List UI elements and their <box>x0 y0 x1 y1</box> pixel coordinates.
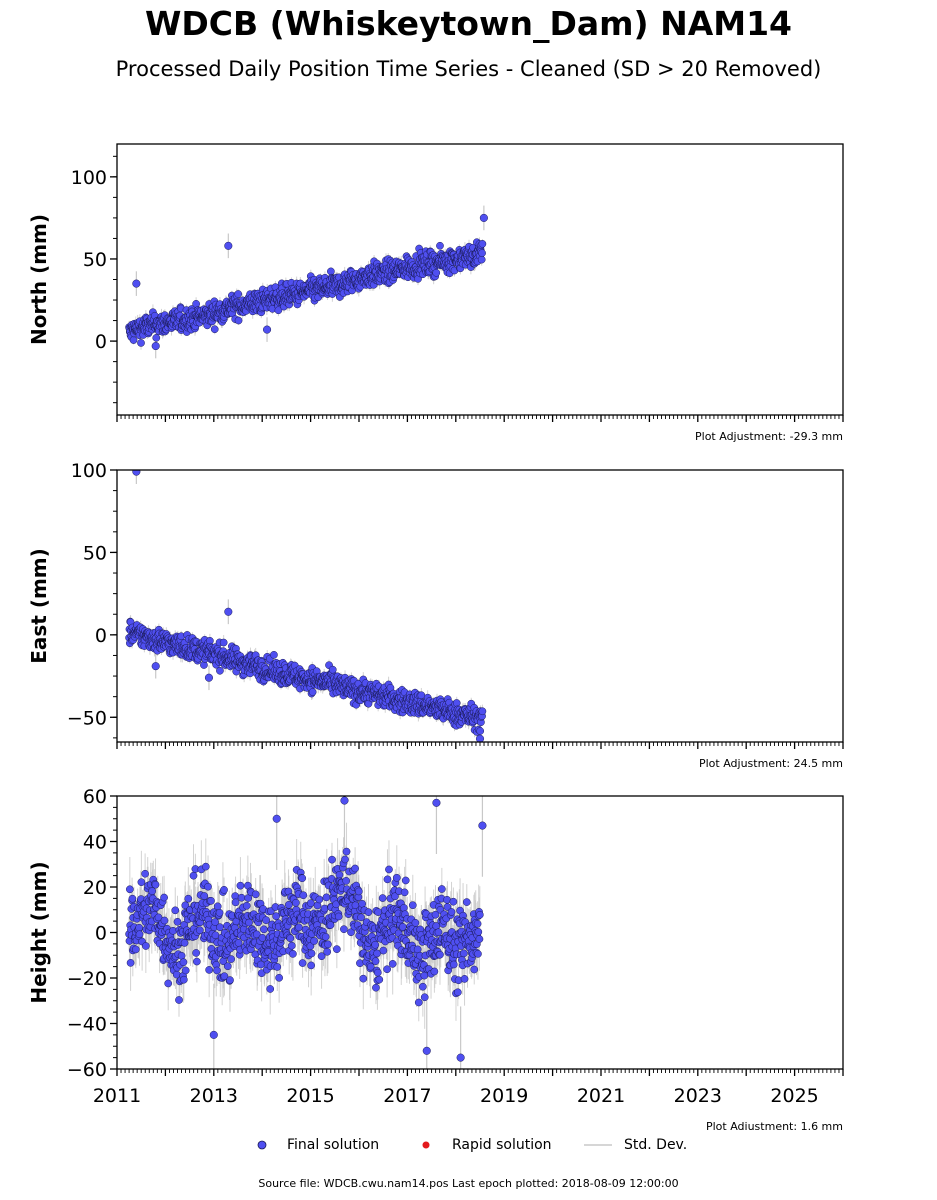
data-point <box>216 666 224 675</box>
east-panel: −50 0 50 100 East (mm) Plot Adjustment: 24.5 … <box>27 460 844 770</box>
plot-area <box>125 796 487 1069</box>
outlier-point <box>151 341 160 351</box>
y-tick-label: −50 <box>67 707 107 729</box>
outlier-point <box>132 279 141 288</box>
data-point <box>219 638 228 647</box>
data-point <box>476 727 485 735</box>
data-point <box>210 325 219 334</box>
plot-area <box>125 205 488 359</box>
data-point <box>452 699 461 707</box>
y-tick-label: 50 <box>83 542 107 564</box>
data-point <box>137 339 145 347</box>
outlier-point <box>204 673 214 682</box>
outlier-point <box>151 662 160 671</box>
plot-adjustment-label: Plot Adjustment: 24.5 mm <box>699 757 843 770</box>
outlier-point <box>132 470 141 476</box>
data-points <box>125 470 487 742</box>
axes-frame <box>116 143 844 416</box>
data-point <box>432 268 441 277</box>
data-point <box>478 240 487 248</box>
data-point <box>234 316 243 325</box>
plot-area <box>125 470 487 742</box>
data-point <box>478 249 486 257</box>
outlier-point <box>479 213 488 222</box>
data-point <box>129 336 138 344</box>
y-tick-label: 50 <box>83 249 107 271</box>
data-point <box>270 651 278 659</box>
data-point <box>234 290 243 298</box>
plot-adjustment-label: Plot Adjustment: -29.3 mm <box>695 430 843 443</box>
data-point <box>327 267 335 276</box>
axes-frame <box>116 469 844 743</box>
data-point <box>436 241 444 250</box>
outlier-point <box>224 241 233 250</box>
chart-subtitle: Processed Daily Position Time Series - C… <box>115 57 822 81</box>
data-point <box>478 707 487 716</box>
data-points <box>125 213 488 351</box>
data-point <box>328 665 337 674</box>
outlier-point <box>224 607 233 616</box>
data-point <box>477 255 486 264</box>
outlier-point <box>475 734 485 742</box>
outlier-point <box>262 325 272 334</box>
data-point <box>152 334 161 342</box>
data-point <box>308 688 317 696</box>
y-axis-label: North (mm) <box>27 214 51 345</box>
y-tick-label: 0 <box>95 331 107 353</box>
data-point <box>274 306 283 315</box>
north-panel: 0 50 100 North (mm) Plot Adjustment: -29.3 m… <box>27 143 844 443</box>
time-series-plots: 0 50 100 North (mm) Plot Adjustment: -29.3 m… <box>27 143 844 1130</box>
y-tick-label: 100 <box>71 460 107 482</box>
y-tick-label: 100 <box>71 167 107 189</box>
y-axis-label: East (mm) <box>27 548 51 664</box>
y-tick-label: 0 <box>95 625 107 647</box>
chart-title: WDCB (Whiskeytown_Dam) NAM14 <box>145 4 792 43</box>
